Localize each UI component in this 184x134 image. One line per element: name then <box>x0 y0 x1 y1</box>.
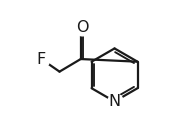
Text: F: F <box>37 52 46 67</box>
Text: N: N <box>109 94 121 109</box>
Text: O: O <box>76 20 88 35</box>
